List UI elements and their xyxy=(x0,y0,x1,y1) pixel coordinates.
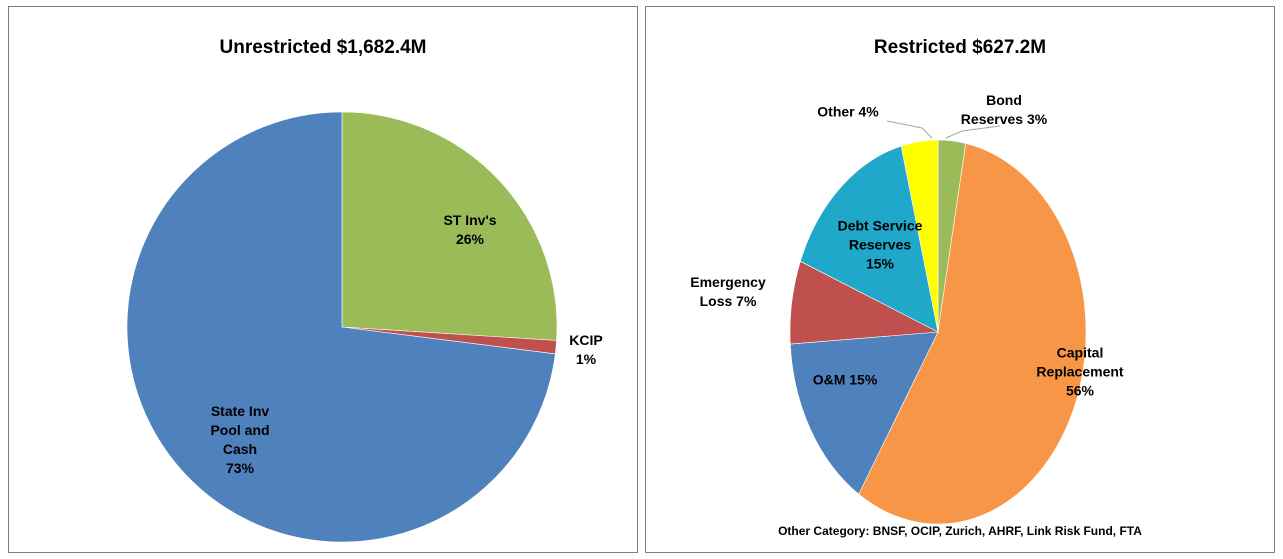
slice-percent: 4% xyxy=(858,103,879,120)
left-panel xyxy=(8,6,638,553)
pie-slice xyxy=(789,331,939,495)
slice-percent: 7% xyxy=(736,293,757,309)
pie-slice xyxy=(126,111,556,543)
footnote: Other Category: BNSF, OCIP, Zurich, AHRF… xyxy=(778,524,1142,538)
slice-name: Capital Replacement xyxy=(1036,344,1124,380)
chart-title: Restricted $627.2M xyxy=(873,37,1047,58)
slice-name: ST Inv's xyxy=(443,212,497,228)
pie-slice xyxy=(341,111,558,341)
data-label: KCIP 1% xyxy=(561,331,611,369)
leader-line xyxy=(886,120,933,139)
pie-slice xyxy=(800,145,939,333)
chart-title: Unrestricted $1,682.4M xyxy=(219,37,427,58)
slice-name: Other xyxy=(817,103,855,120)
slice-name: KCIP xyxy=(569,332,603,348)
slice-name: Emergency Loss xyxy=(690,274,766,309)
pie-slice xyxy=(900,139,939,333)
data-label: Emergency Loss 7% xyxy=(688,273,768,311)
slice-name: State Inv Pool and Cash xyxy=(210,403,270,457)
data-label: Bond Reserves 3% xyxy=(959,91,1049,129)
data-label: Debt Service Reserves 15% xyxy=(830,217,930,274)
slice-percent: 15% xyxy=(865,255,895,272)
data-label: Other 4% xyxy=(798,103,898,122)
slice-percent: 73% xyxy=(225,460,255,476)
slice-name: Bond Reserves xyxy=(960,92,1024,127)
leader-line xyxy=(945,125,1001,139)
slice-percent: 1% xyxy=(575,351,597,367)
slice-name: O&M xyxy=(812,371,846,388)
data-label: ST Inv's 26% xyxy=(425,211,515,249)
data-label: Capital Replacement 56% xyxy=(1025,344,1135,401)
slice-percent: 56% xyxy=(1065,382,1095,399)
slice-percent: 15% xyxy=(849,371,878,388)
data-label: State Inv Pool and Cash 73% xyxy=(200,402,280,478)
slice-percent: 3% xyxy=(1026,111,1048,127)
slice-name: Debt Service Reserves xyxy=(837,217,923,253)
slice-percent: 26% xyxy=(455,231,485,247)
pie-slice xyxy=(858,143,1087,525)
data-label: O&M 15% xyxy=(795,371,895,390)
right-panel xyxy=(645,6,1275,553)
